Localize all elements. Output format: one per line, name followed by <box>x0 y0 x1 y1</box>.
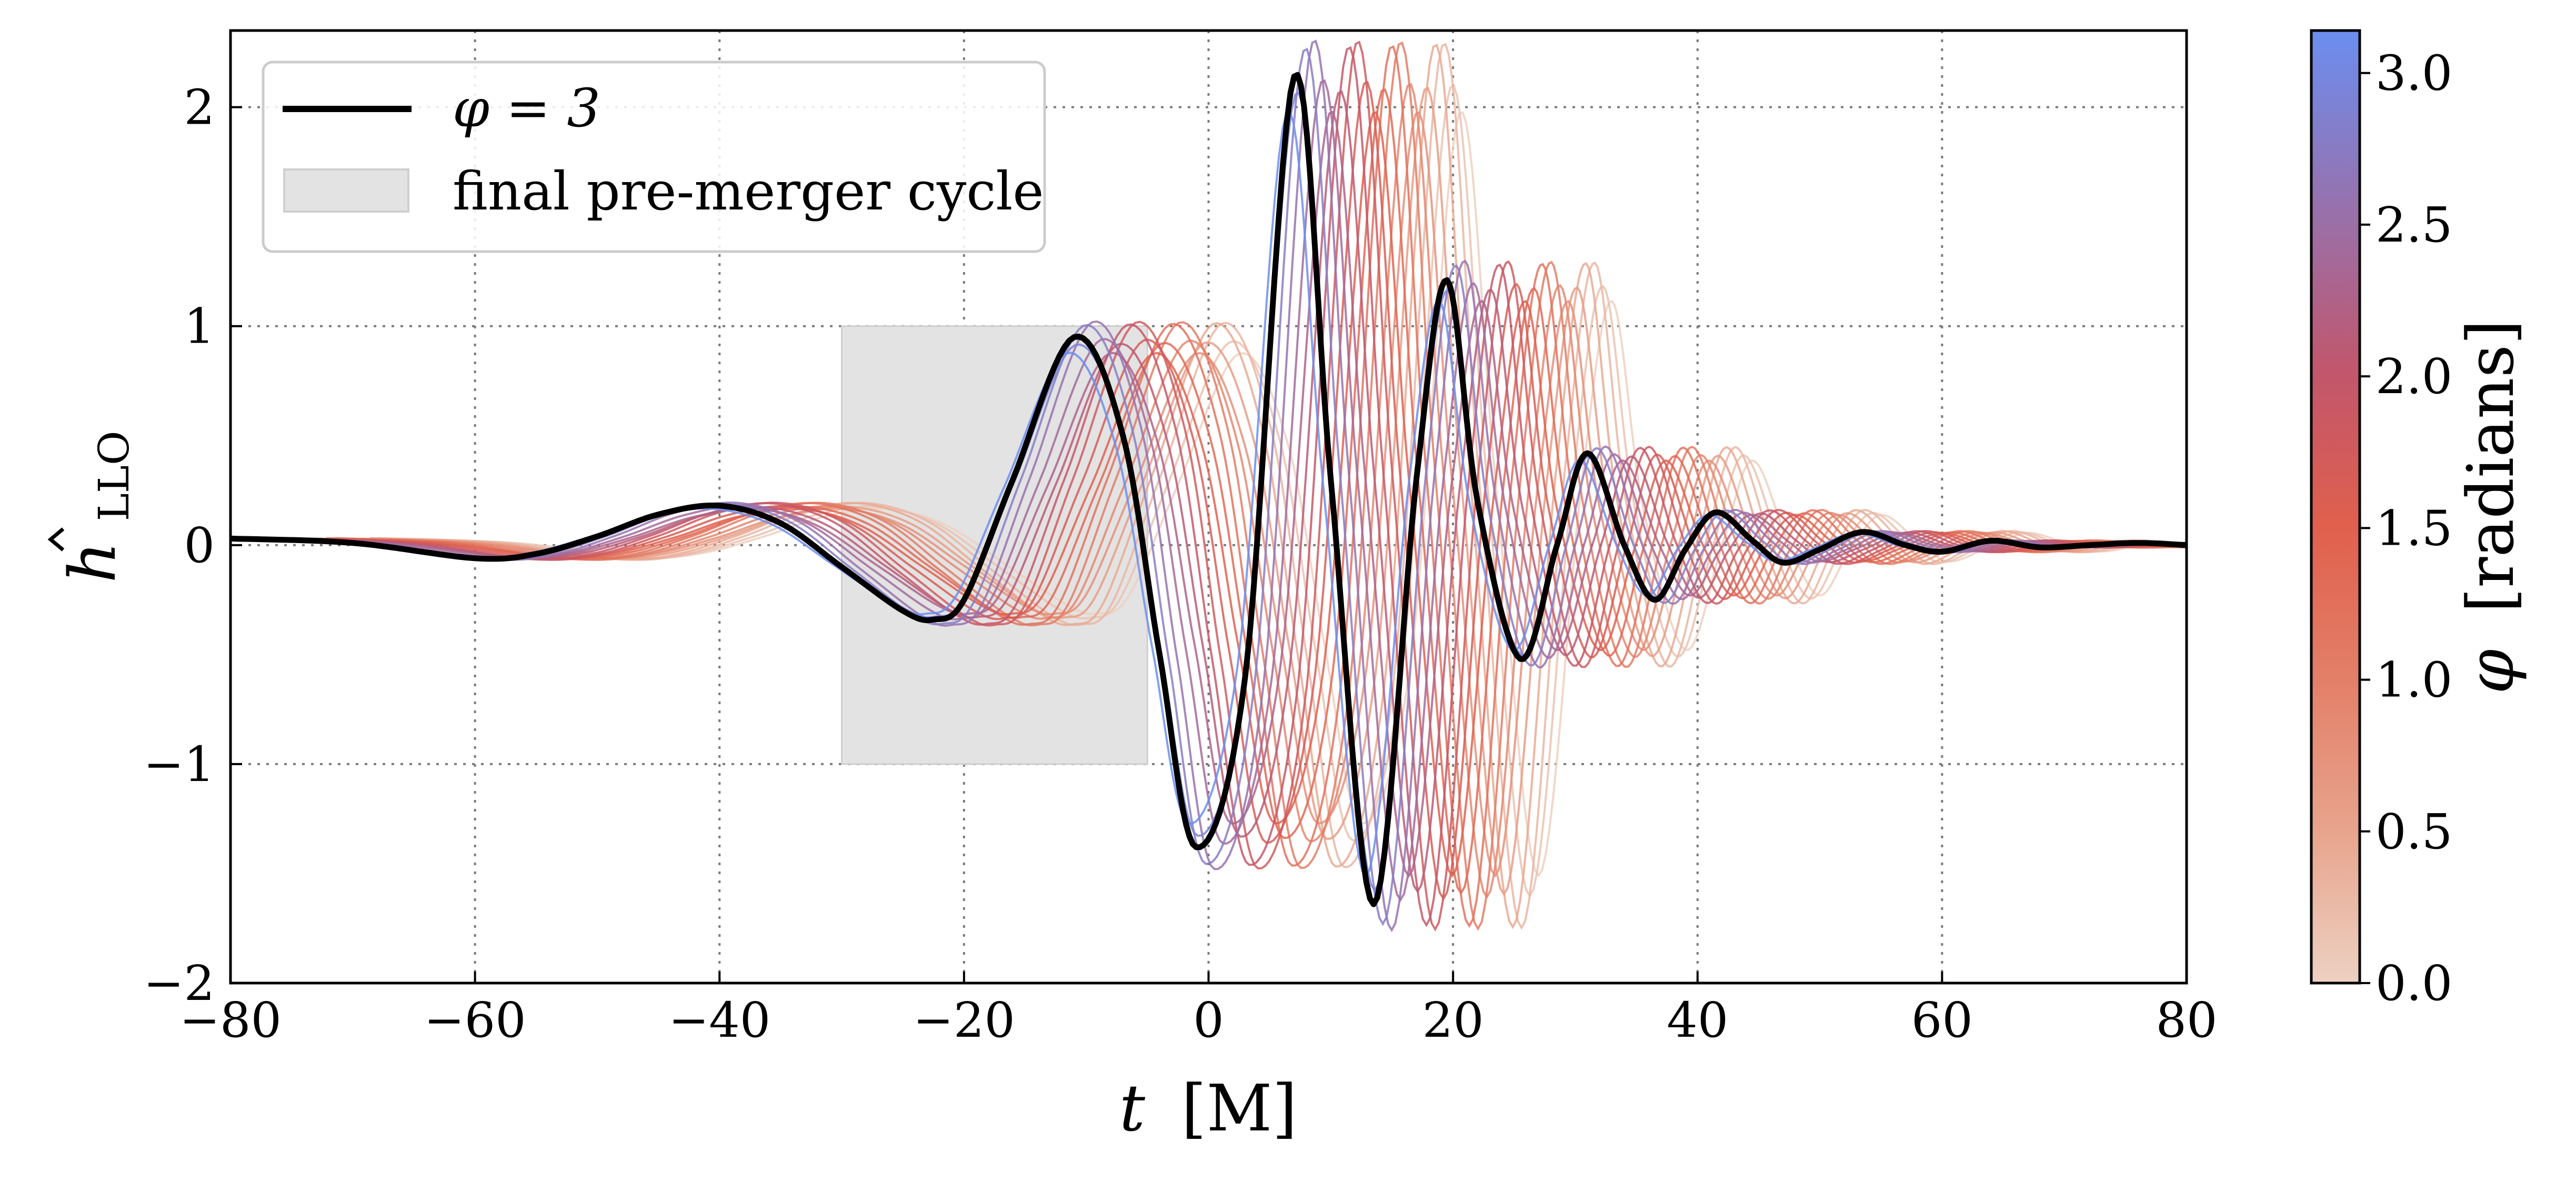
phase-curve <box>352 111 2187 878</box>
colorbar: 0.0 0.5 1.0 1.5 2.0 2.5 3.0 φ [radians] <box>2310 29 2528 1011</box>
x-tick-label: 60 <box>1911 992 1973 1048</box>
phase-curve <box>335 41 2187 931</box>
phase-curve <box>309 111 2187 878</box>
legend-label-phi3: φ = 3 <box>453 77 600 139</box>
legend-label-premerger: final pre-merger cycle <box>453 161 1044 222</box>
svg-text:φ [radians]: φ [radians] <box>2453 319 2528 694</box>
colorbar-tick-label: 2.0 <box>2375 348 2452 405</box>
phase-curve <box>360 86 2187 896</box>
y-tick-label: 1 <box>184 298 215 355</box>
x-axis-label: t [M] <box>1119 1071 1297 1146</box>
y-ticks: −2 −1 0 1 2 <box>143 79 242 1011</box>
phase-curve <box>378 43 2187 930</box>
colorbar-ticks: 0.0 0.5 1.0 1.5 2.0 2.5 3.0 <box>2360 45 2452 1011</box>
phase-curve <box>326 45 2187 928</box>
x-axis-symbol: t <box>1119 1071 1146 1146</box>
y-tick-label: 2 <box>184 79 215 136</box>
svg-text:h LLO: h LLO <box>55 430 138 583</box>
x-ticks: −80 −60 −40 −20 0 20 40 60 80 <box>179 971 2218 1048</box>
phase-curve <box>292 41 2187 931</box>
highlight-curve-phi3 <box>230 72 2187 907</box>
phase-curve <box>239 47 2187 926</box>
highlight-series <box>230 72 2187 907</box>
colorbar-tick-label: 1.5 <box>2375 500 2452 556</box>
x-tick-label: 80 <box>2156 992 2217 1048</box>
y-tick-label: −1 <box>143 736 215 793</box>
svg-text:t [M]: t [M] <box>1119 1071 1297 1146</box>
colorbar-label: φ [radians] <box>2453 319 2528 694</box>
colorbar-tick-label: 3.0 <box>2375 45 2452 102</box>
phase-curve <box>257 79 2187 902</box>
phase-curve <box>283 46 2187 927</box>
colorbar-tick-label: 0.0 <box>2375 955 2452 1011</box>
phase-curve <box>248 39 2187 933</box>
x-tick-label: 0 <box>1193 992 1224 1048</box>
x-tick-label: −20 <box>913 992 1015 1048</box>
x-tick-label: −80 <box>179 992 282 1048</box>
legend-box <box>262 61 1046 253</box>
phase-curve <box>274 90 2187 894</box>
phase-curve <box>300 81 2187 901</box>
colorbar-tick-label: 1.0 <box>2375 652 2452 708</box>
x-tick-label: 20 <box>1422 992 1484 1048</box>
colorbar-label-unit: [radians] <box>2453 319 2528 613</box>
colorbar-label-symbol: φ <box>2453 649 2528 694</box>
phase-curve <box>344 83 2187 899</box>
phase-curve <box>395 111 2187 878</box>
phase-curve <box>386 84 2187 898</box>
premerger-shade <box>841 325 1148 765</box>
x-axis-unit: [M] <box>1181 1071 1297 1146</box>
phase-series-lines <box>230 39 2187 933</box>
y-tick-label: 0 <box>184 517 215 574</box>
y-axis-hat <box>47 527 65 552</box>
colorbar-tick-label: 2.5 <box>2375 197 2452 253</box>
x-tick-label: 40 <box>1667 992 1728 1048</box>
phase-curve <box>318 88 2187 895</box>
x-tick-label: −60 <box>424 992 526 1048</box>
shaded-region <box>841 325 1148 765</box>
x-tick-label: −40 <box>668 992 770 1048</box>
legend: φ = 3 final pre-merger cycle <box>262 61 1046 253</box>
colorbar-tick-label: 0.5 <box>2375 804 2452 860</box>
y-tick-label: −2 <box>143 955 215 1011</box>
y-axis-subscript: LLO <box>89 430 138 521</box>
colorbar-gradient <box>2310 29 2361 985</box>
legend-patch-swatch <box>283 168 409 213</box>
y-axis-label: h LLO <box>47 430 138 583</box>
phase-curve <box>369 43 2187 929</box>
y-axis-symbol: h <box>55 542 130 583</box>
phase-curve <box>265 111 2187 878</box>
